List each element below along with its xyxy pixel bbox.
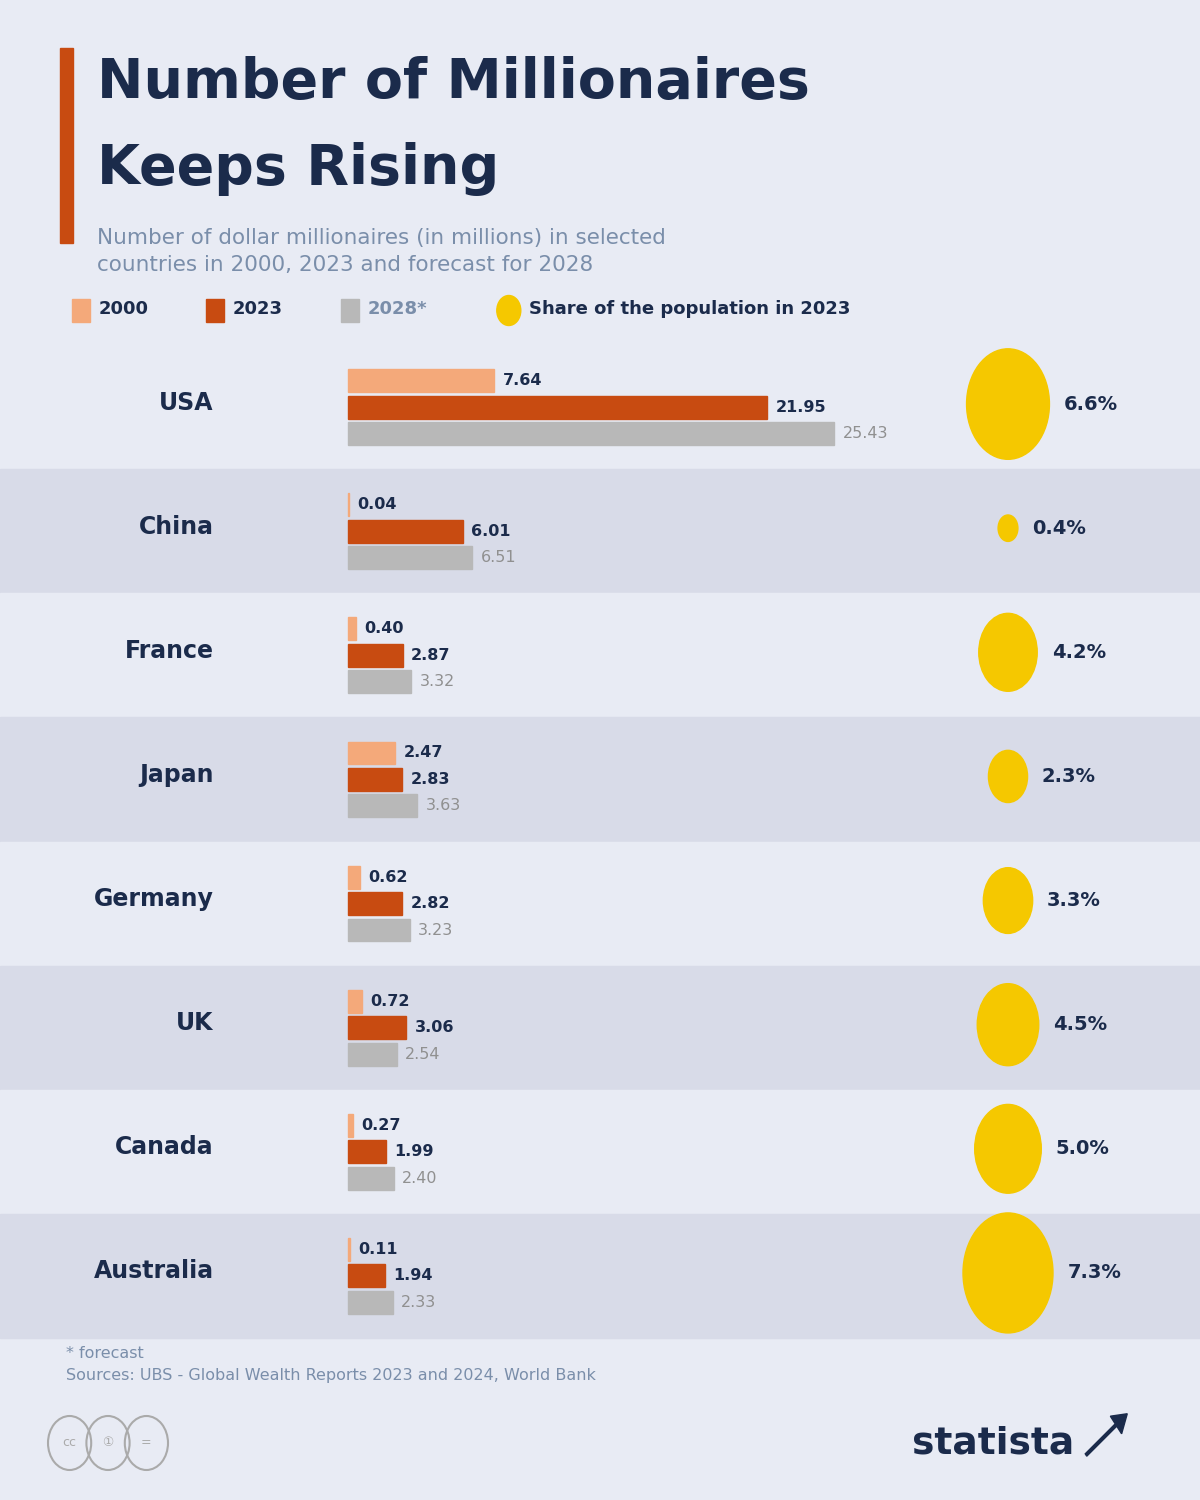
Text: Number of Millionaires: Number of Millionaires <box>97 56 810 110</box>
Ellipse shape <box>974 1104 1042 1192</box>
Ellipse shape <box>989 750 1027 802</box>
Text: statista: statista <box>912 1425 1074 1461</box>
Text: * forecast
Sources: UBS - Global Wealth Reports 2023 and 2024, World Bank: * forecast Sources: UBS - Global Wealth … <box>66 1346 596 1383</box>
Bar <box>348 865 360 888</box>
Text: 0.72: 0.72 <box>370 993 409 1008</box>
Ellipse shape <box>964 1214 1054 1334</box>
Text: 25.43: 25.43 <box>842 426 888 441</box>
Text: 3.06: 3.06 <box>415 1020 455 1035</box>
Text: China: China <box>139 514 214 538</box>
Text: 1.94: 1.94 <box>394 1269 433 1284</box>
Text: 21.95: 21.95 <box>776 399 827 414</box>
Bar <box>348 1042 396 1065</box>
Text: 2028*: 2028* <box>367 300 427 318</box>
Text: Keeps Rising: Keeps Rising <box>97 142 499 196</box>
Bar <box>348 918 409 942</box>
Text: 6.01: 6.01 <box>472 524 511 538</box>
Text: 2.33: 2.33 <box>401 1294 436 1310</box>
Bar <box>0 717 1200 842</box>
Text: 5.0%: 5.0% <box>1056 1140 1110 1158</box>
Ellipse shape <box>983 867 1033 933</box>
Text: 0.40: 0.40 <box>364 621 403 636</box>
Bar <box>0 966 1200 1089</box>
Bar <box>348 1167 394 1190</box>
Text: 3.63: 3.63 <box>426 798 461 813</box>
Ellipse shape <box>979 614 1037 692</box>
Text: Number of dollar millionaires (in millions) in selected
countries in 2000, 2023 : Number of dollar millionaires (in millio… <box>97 228 666 274</box>
Text: 3.3%: 3.3% <box>1048 891 1100 910</box>
Text: Japan: Japan <box>139 764 214 788</box>
Text: Canada: Canada <box>115 1136 214 1160</box>
Bar <box>341 298 359 321</box>
Bar <box>348 1140 386 1164</box>
Bar <box>0 842 1200 966</box>
Text: 3.23: 3.23 <box>418 922 454 938</box>
Bar <box>348 1114 353 1137</box>
FancyArrow shape <box>1085 1414 1127 1456</box>
Text: Australia: Australia <box>94 1260 214 1284</box>
Text: 4.5%: 4.5% <box>1054 1016 1108 1034</box>
Text: 2.83: 2.83 <box>410 772 450 788</box>
Bar <box>348 644 403 668</box>
Text: cc: cc <box>62 1437 77 1449</box>
Bar <box>0 1089 1200 1214</box>
Text: 0.27: 0.27 <box>361 1118 401 1132</box>
Text: Share of the population in 2023: Share of the population in 2023 <box>529 300 851 318</box>
Text: 1.99: 1.99 <box>395 1144 434 1160</box>
Text: 2.3%: 2.3% <box>1042 766 1096 786</box>
Bar <box>348 618 355 640</box>
Bar <box>348 768 402 790</box>
Bar <box>72 298 90 321</box>
Text: 2.47: 2.47 <box>403 746 443 760</box>
Bar <box>0 470 1200 594</box>
Bar <box>348 546 473 568</box>
Text: 6.6%: 6.6% <box>1064 394 1118 414</box>
Bar <box>348 519 463 543</box>
Text: 2000: 2000 <box>98 300 149 318</box>
Bar <box>206 298 224 321</box>
Bar <box>348 1238 350 1262</box>
Bar <box>348 990 361 1012</box>
Text: =: = <box>142 1437 151 1449</box>
Bar <box>348 1016 407 1040</box>
Bar <box>348 396 768 418</box>
Text: 0.62: 0.62 <box>368 870 408 885</box>
Ellipse shape <box>998 514 1018 541</box>
Text: UK: UK <box>176 1011 214 1035</box>
Text: 0.4%: 0.4% <box>1032 519 1086 537</box>
Text: 6.51: 6.51 <box>481 550 516 566</box>
Text: 7.3%: 7.3% <box>1068 1263 1121 1282</box>
Text: 2023: 2023 <box>233 300 283 318</box>
Bar <box>348 795 418 818</box>
Bar <box>348 1264 385 1287</box>
Bar <box>348 1292 392 1314</box>
Text: 2.40: 2.40 <box>402 1172 438 1186</box>
Bar <box>348 892 402 915</box>
Bar <box>348 422 834 446</box>
Bar <box>348 741 395 765</box>
Text: 2.87: 2.87 <box>412 648 451 663</box>
Text: France: France <box>125 639 214 663</box>
Text: 3.32: 3.32 <box>420 675 455 690</box>
Bar <box>0 345 1200 470</box>
Bar <box>60 48 73 243</box>
Text: 4.2%: 4.2% <box>1051 644 1105 662</box>
Bar <box>348 670 412 693</box>
Text: 2.54: 2.54 <box>404 1047 440 1062</box>
Ellipse shape <box>966 350 1050 459</box>
Ellipse shape <box>977 984 1039 1065</box>
Text: USA: USA <box>160 390 214 414</box>
Bar <box>0 1214 1200 1338</box>
Circle shape <box>497 296 521 326</box>
Bar <box>0 594 1200 717</box>
Text: 0.11: 0.11 <box>359 1242 398 1257</box>
Text: 0.04: 0.04 <box>358 496 397 512</box>
Text: 7.64: 7.64 <box>503 374 542 388</box>
Text: ①: ① <box>102 1437 114 1449</box>
Bar <box>348 369 494 392</box>
Text: Germany: Germany <box>94 886 214 910</box>
Text: 2.82: 2.82 <box>410 896 450 910</box>
